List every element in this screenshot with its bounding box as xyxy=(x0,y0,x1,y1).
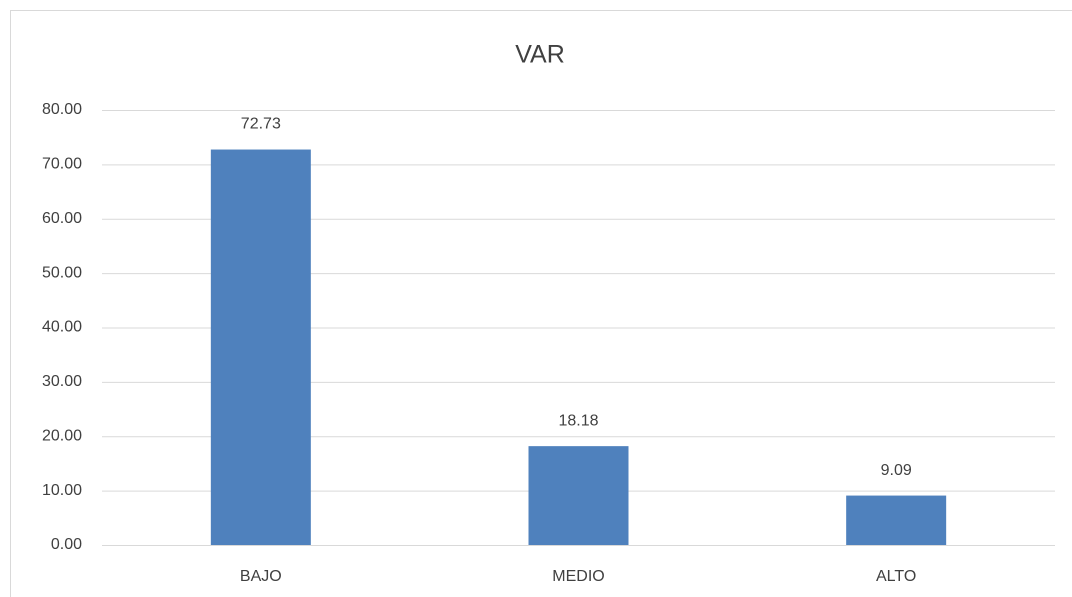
y-tick-label: 70.00 xyxy=(42,156,82,173)
x-tick-label: ALTO xyxy=(876,568,916,585)
y-tick-label: 30.00 xyxy=(42,373,82,390)
bar xyxy=(210,149,311,545)
x-tick-label: MEDIO xyxy=(552,568,604,585)
y-tick-label: 80.00 xyxy=(42,101,82,118)
x-tick-label: BAJO xyxy=(240,568,282,585)
bar xyxy=(846,495,947,545)
data-label: 72.73 xyxy=(241,116,281,133)
y-tick-label: 10.00 xyxy=(42,482,82,499)
y-tick-label: 40.00 xyxy=(42,319,82,336)
data-label: 9.09 xyxy=(881,462,912,479)
y-tick-label: 0.00 xyxy=(51,536,82,553)
y-tick-label: 60.00 xyxy=(42,210,82,227)
data-label: 18.18 xyxy=(558,412,598,429)
chart-title: VAR xyxy=(515,41,565,69)
y-tick-label: 20.00 xyxy=(42,427,82,444)
bar xyxy=(528,446,629,545)
y-tick-label: 50.00 xyxy=(42,264,82,281)
